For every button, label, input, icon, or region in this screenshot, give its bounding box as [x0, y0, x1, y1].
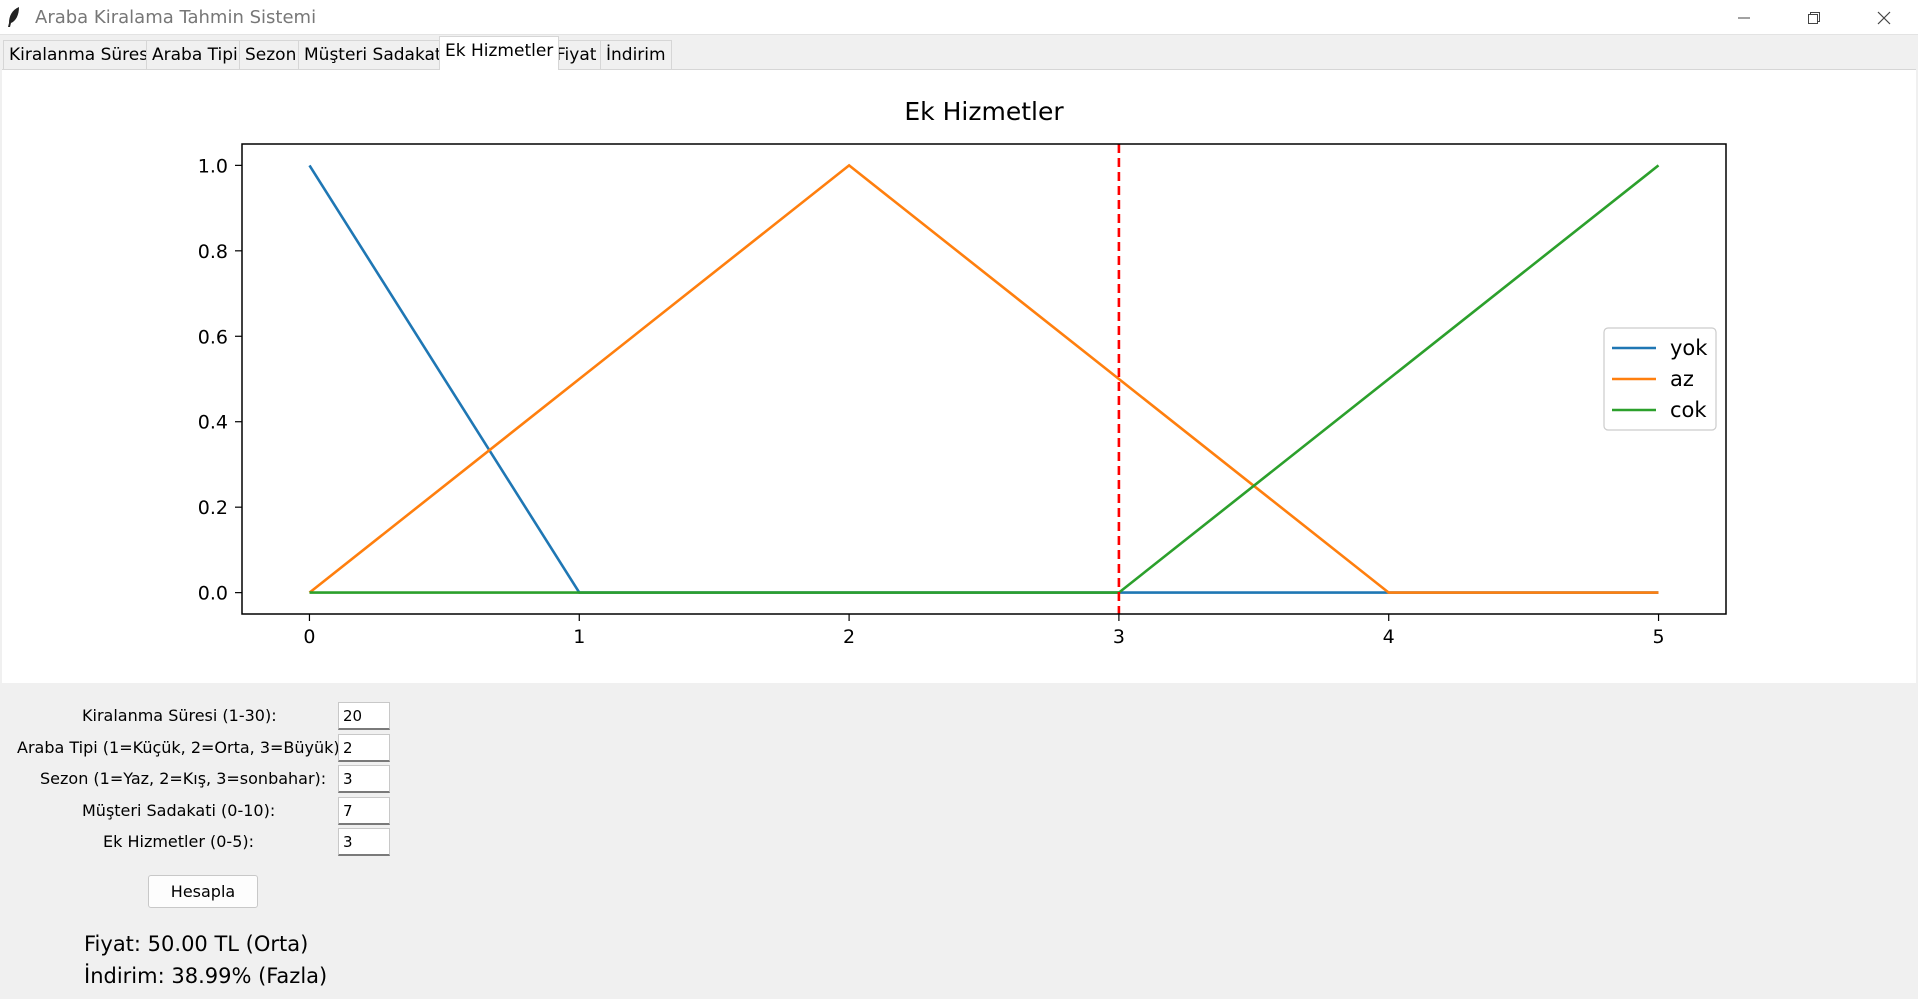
minimize-icon: [1738, 17, 1750, 18]
input-musteri-sadakati[interactable]: [338, 797, 390, 825]
legend-label-cok: cok: [1670, 398, 1707, 422]
label-sezon: Sezon (1=Yaz, 2=Kış, 3=sonbahar):: [40, 769, 327, 788]
minimize-button[interactable]: [1709, 0, 1779, 35]
label-ek-hizmetler: Ek Hizmetler (0-5):: [103, 832, 254, 851]
tab-kiralanma-suresi[interactable]: Kiralanma Süresi: [3, 40, 159, 69]
close-button[interactable]: [1849, 0, 1918, 35]
input-araba-tipi[interactable]: [338, 734, 390, 762]
series-line-cok: [309, 164, 1660, 594]
legend-label-yok: yok: [1670, 336, 1708, 360]
tab-indirim[interactable]: İndirim: [600, 40, 672, 69]
tab-bar: Kiralanma Süresi Araba Tipi Sezon Müşter…: [0, 35, 1918, 70]
x-tick-label: 5: [1652, 626, 1664, 648]
x-tick-label: 0: [303, 626, 315, 648]
x-tick-label: 2: [843, 626, 855, 648]
input-ek-hizmetler[interactable]: [338, 828, 390, 856]
tab-araba-tipi[interactable]: Araba Tipi: [146, 40, 244, 69]
input-kiralanma-suresi[interactable]: [338, 702, 390, 730]
x-tick-label: 1: [573, 626, 585, 648]
plot-frame: [241, 143, 1727, 615]
tab-ek-hizmetler[interactable]: Ek Hizmetler: [439, 36, 560, 70]
label-musteri-sadakati: Müşteri Sadakati (0-10):: [82, 801, 276, 820]
restore-icon: [1808, 11, 1820, 24]
label-kiralanma-suresi: Kiralanma Süresi (1-30):: [82, 706, 277, 725]
x-tick-label: 4: [1383, 626, 1395, 648]
y-tick-label: 0.6: [198, 326, 228, 348]
y-tick-label: 0.8: [198, 241, 228, 263]
label-araba-tipi: Araba Tipi (1=Küçük, 2=Orta, 3=Büyük):: [17, 738, 346, 757]
discount-result: İndirim: 38.99% (Fazla): [84, 964, 328, 988]
feather-icon: [8, 7, 19, 27]
title-bar: Araba Kiralama Tahmin Sistemi: [0, 0, 1918, 35]
calculate-button[interactable]: Hesapla: [148, 875, 258, 908]
series-line-yok: [308, 164, 1659, 594]
legend-label-az: az: [1670, 367, 1694, 391]
chart-panel: Ek Hizmetler 0 1 2 3 4 5 0.0 0.2 0.4 0.6 0.8 1.0 yok a…: [2, 69, 1916, 683]
price-result: Fiyat: 50.00 TL (Orta): [84, 932, 309, 956]
legend-box: [1603, 327, 1717, 431]
tab-musteri-sadakati[interactable]: Müşteri Sadakati: [298, 40, 453, 69]
chart-title: Ek Hizmetler: [904, 97, 1064, 126]
input-sezon[interactable]: [338, 765, 390, 793]
window-title: Araba Kiralama Tahmin Sistemi: [35, 7, 317, 28]
close-icon: [1877, 11, 1891, 24]
membership-chart: Ek Hizmetler 0 1 2 3 4 5 0.0 0.2 0.4 0.6 0.8 1.0 yok a…: [198, 97, 1727, 648]
restore-button[interactable]: [1779, 0, 1849, 35]
y-tick-label: 0.2: [198, 497, 228, 519]
y-tick-label: 0.0: [198, 583, 228, 605]
series-line-az: [308, 163, 1659, 594]
input-form: Kiralanma Süresi (1-30): Araba Tipi (1=K…: [0, 684, 1918, 999]
y-tick-label: 0.4: [198, 412, 228, 434]
x-tick-label: 3: [1113, 626, 1125, 648]
y-tick-label: 1.0: [198, 155, 228, 177]
tab-sezon[interactable]: Sezon: [239, 40, 303, 69]
